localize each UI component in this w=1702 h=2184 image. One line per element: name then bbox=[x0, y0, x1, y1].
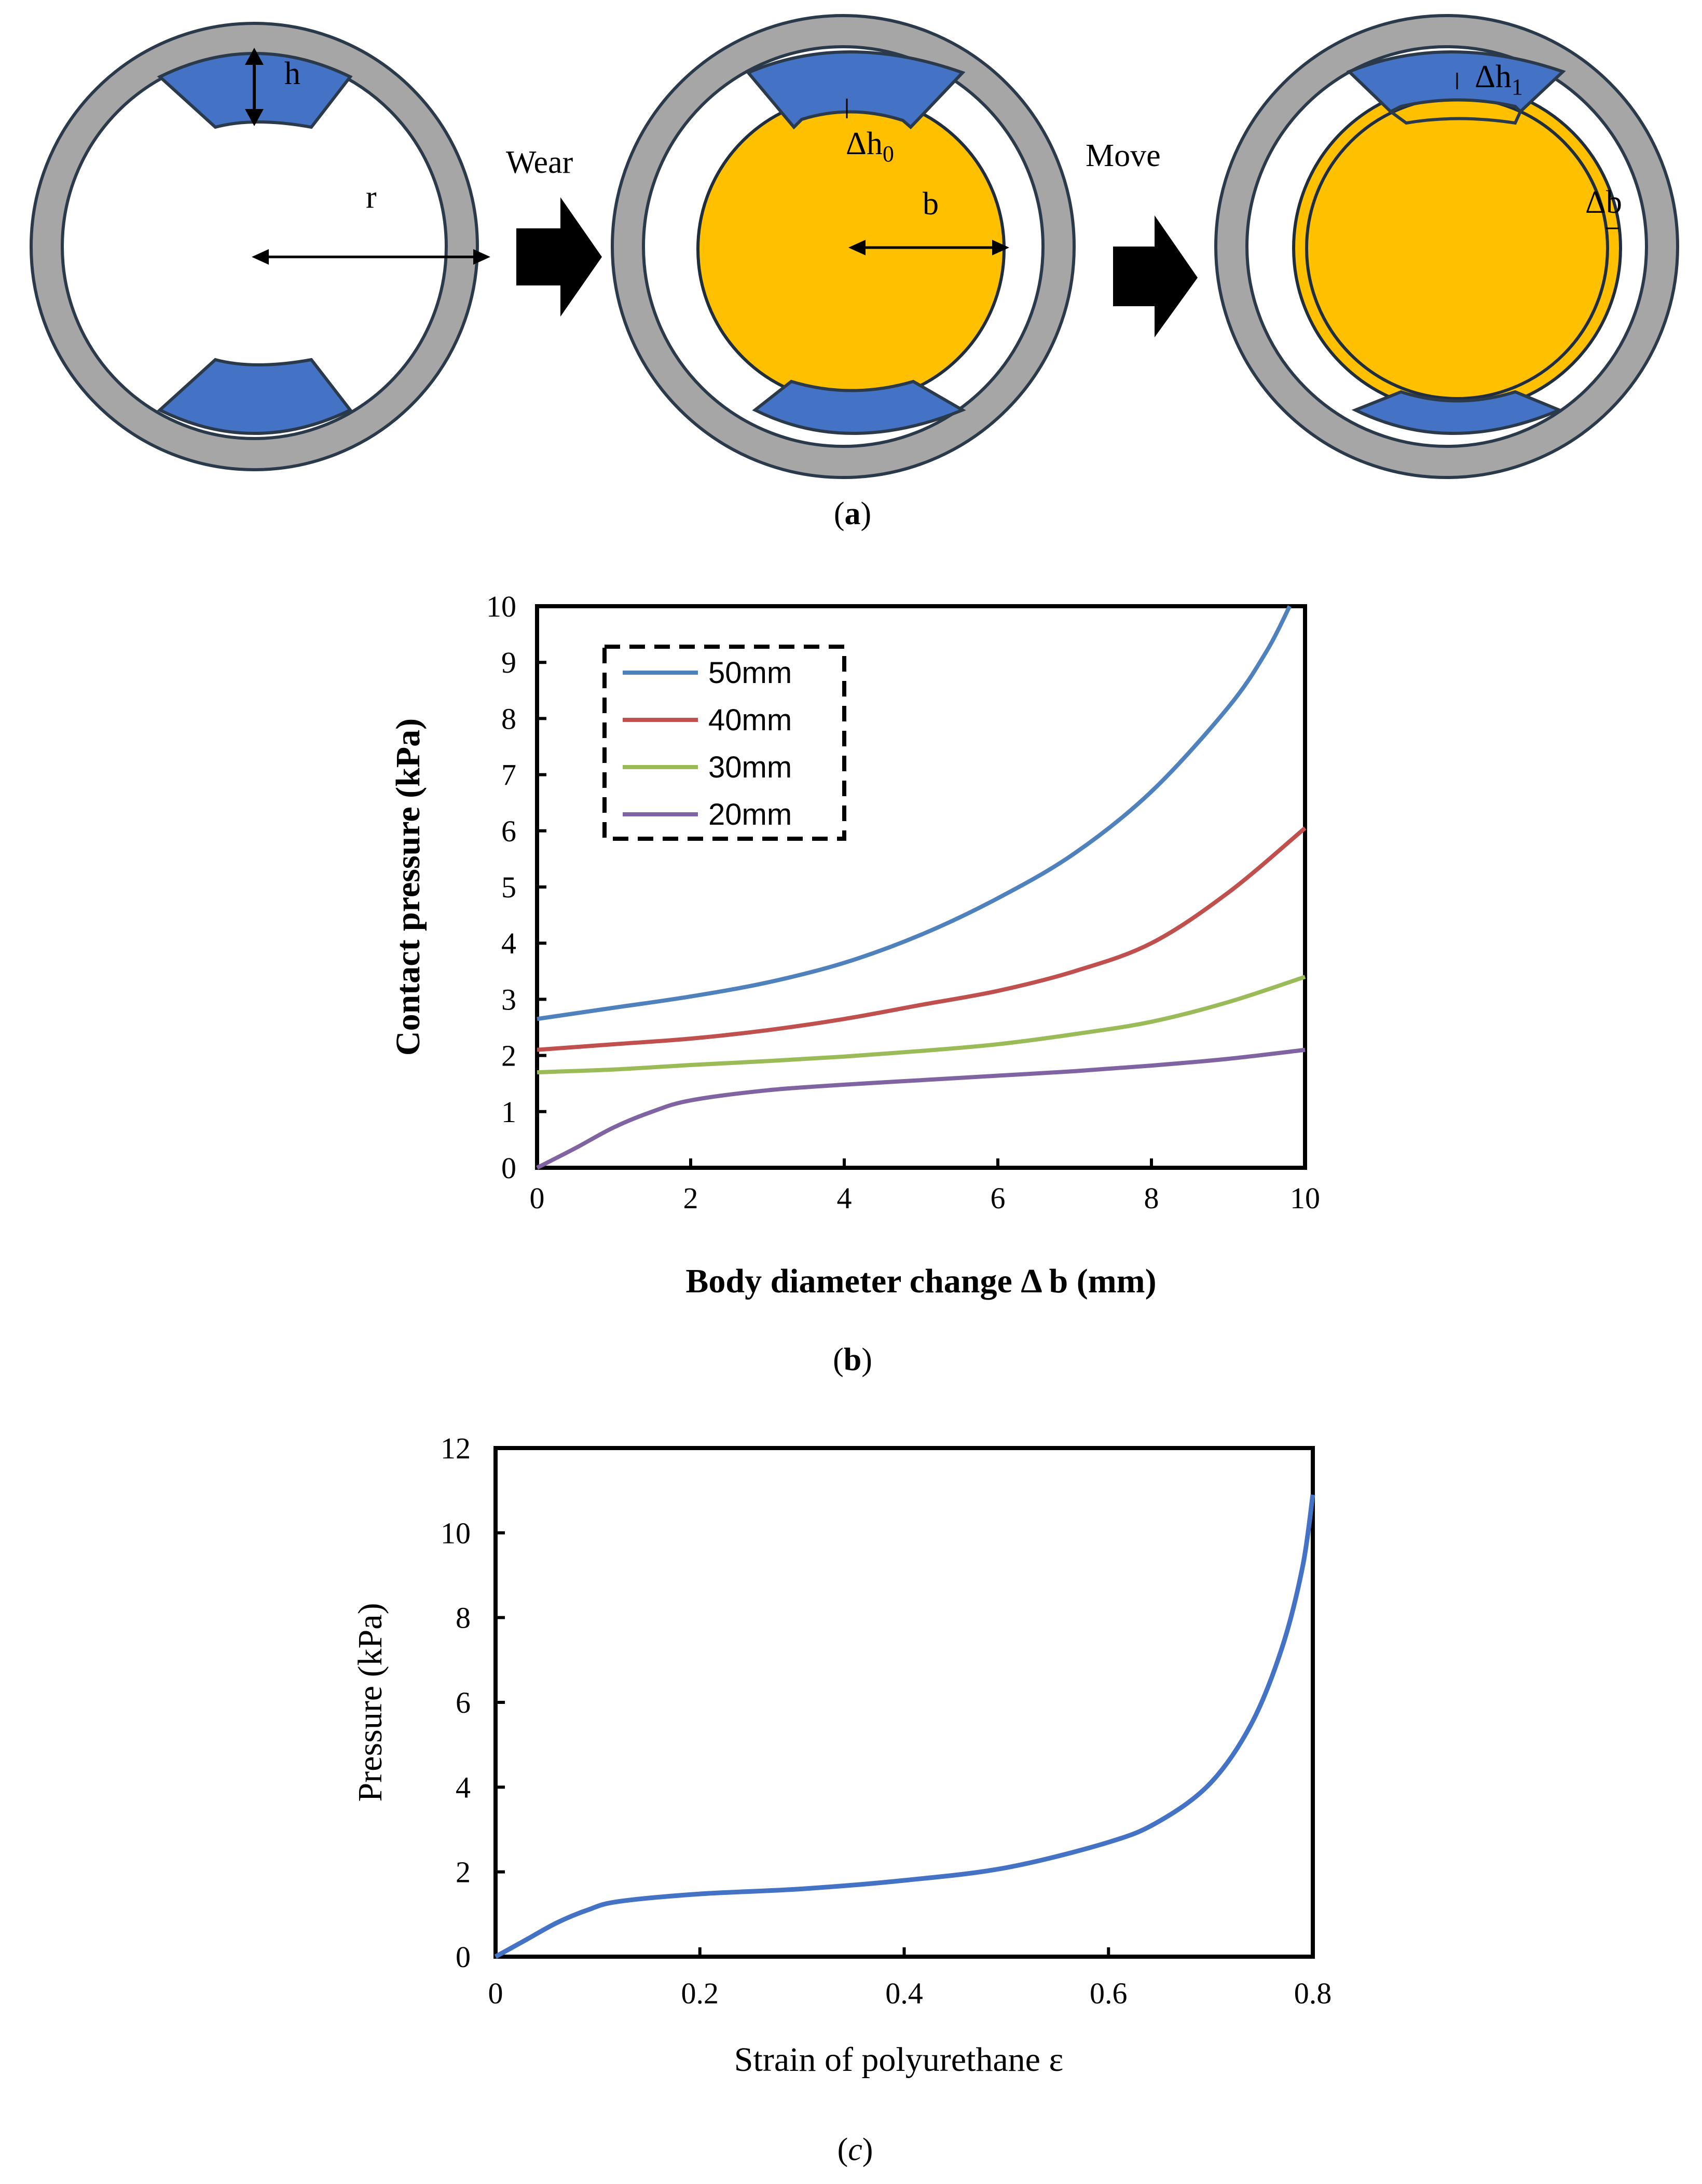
chart-c-ytick-label: 12 bbox=[441, 1431, 471, 1465]
chart-b-series-line-20mm bbox=[536, 1047, 1306, 1170]
r-arrowhead-right bbox=[473, 249, 490, 265]
chart-c-ytick-label: 0 bbox=[456, 1940, 471, 1974]
chart-c-xtick-label: 0.4 bbox=[885, 1976, 923, 2010]
ring-3-top-pad-compressed bbox=[1390, 110, 1522, 125]
chart-b-ylabel: Contact pressure (kPa) bbox=[389, 718, 427, 1056]
b-arrowhead-left bbox=[848, 240, 866, 255]
chart-b-xtick-label: 8 bbox=[1144, 1181, 1159, 1215]
label-r: r bbox=[366, 180, 377, 215]
chart-c-ytick-label: 8 bbox=[456, 1601, 471, 1635]
label-move: Move bbox=[1086, 138, 1161, 173]
chart-c-xtick-label: 0 bbox=[488, 1976, 503, 2010]
panel-c-chart: 0 0.2 0.4 0.6 0.8 0 2 4 6 8 10 12 Strain of polyure… bbox=[351, 1431, 1332, 2167]
caption-b: (b) bbox=[833, 1342, 872, 1377]
chart-b-series bbox=[536, 605, 1307, 1170]
chart-b-xtick-label: 0 bbox=[530, 1181, 545, 1215]
ring-2-worn: Δh0 b bbox=[611, 14, 1076, 479]
chart-b-xtick-label: 4 bbox=[837, 1181, 852, 1215]
move-arrow bbox=[1113, 215, 1198, 337]
label-delta-h1: Δh1 bbox=[1475, 59, 1523, 100]
chart-b-ytick-label: 8 bbox=[501, 702, 516, 735]
chart-b-ytick-label: 2 bbox=[501, 1039, 516, 1073]
chart-c-xtick-label: 0.6 bbox=[1090, 1976, 1128, 2010]
h-arrowhead-bottom bbox=[245, 109, 264, 126]
chart-b-xtick-label: 6 bbox=[991, 1181, 1006, 1215]
chart-b-ytick-label: 3 bbox=[501, 982, 516, 1016]
chart-b-ytick-label: 7 bbox=[501, 758, 516, 792]
chart-c-ylabel: Pressure (kPa) bbox=[351, 1603, 389, 1801]
ring-3-bottom-pad bbox=[1351, 390, 1563, 435]
chart-b-xtick-label: 2 bbox=[683, 1181, 698, 1215]
chart-b-xlabel: Body diameter change Δ b (mm) bbox=[685, 1262, 1156, 1300]
ring-3-top-pad bbox=[1346, 50, 1566, 114]
chart-c-ytick-label: 2 bbox=[456, 1855, 471, 1889]
h-arrowhead-top bbox=[245, 48, 264, 65]
label-h: h bbox=[284, 56, 300, 91]
chart-b-series-line-30mm bbox=[537, 975, 1306, 1075]
chart-c-series bbox=[494, 1494, 1315, 1959]
chart-c-series-line-pressure bbox=[494, 1494, 1315, 1959]
chart-c-xlabel: Strain of polyurethane ε bbox=[734, 2041, 1063, 2079]
label-b: b bbox=[923, 186, 939, 222]
ring-2-bottom-pad bbox=[752, 379, 966, 435]
label-delta-b: Δb bbox=[1585, 185, 1622, 220]
chart-c-xtick-label: 0.8 bbox=[1294, 1976, 1332, 2010]
r-arrowhead-left bbox=[252, 249, 269, 265]
chart-b-ytick-label: 5 bbox=[501, 870, 516, 904]
panel-a-schematic: h r Wear Δh0 b Move bbox=[30, 14, 1679, 531]
ring-3-body-expanded bbox=[1292, 83, 1622, 413]
chart-b-ytick-label: 6 bbox=[501, 814, 516, 848]
legend-label-30mm: 30mm bbox=[708, 750, 792, 784]
chart-c-ytick-label: 4 bbox=[456, 1770, 471, 1804]
chart-c-ytick-label: 10 bbox=[441, 1516, 471, 1550]
caption-c: (c) bbox=[838, 2132, 873, 2167]
wear-arrow bbox=[516, 197, 602, 317]
ring-1-empty: h r bbox=[30, 22, 490, 471]
caption-a: (a) bbox=[834, 496, 871, 531]
chart-b-ytick-label: 4 bbox=[501, 926, 516, 960]
chart-b-ytick-label: 0 bbox=[501, 1151, 516, 1185]
chart-b-series-line-40mm bbox=[537, 826, 1307, 1052]
b-arrowhead-right bbox=[992, 240, 1009, 255]
chart-b-xtick-label: 10 bbox=[1290, 1181, 1320, 1215]
legend-label-50mm: 50mm bbox=[708, 656, 792, 690]
chart-c-ticks: 0 0.2 0.4 0.6 0.8 0 2 4 6 8 10 12 bbox=[441, 1431, 1332, 2010]
label-delta-h0: Δh0 bbox=[846, 126, 894, 167]
chart-b-series-line-50mm bbox=[537, 605, 1292, 1021]
legend-label-20mm: 20mm bbox=[708, 798, 792, 831]
panel-b-chart: 0 2 4 6 8 10 0 1 2 3 4 5 6 7 8 9 10 Body diameter change… bbox=[389, 590, 1320, 1377]
ring-2-top-pad bbox=[746, 50, 966, 130]
ring-3-moved: Δh1 Δb bbox=[1214, 14, 1679, 479]
chart-b-legend: 50mm 40mm 30mm 20mm bbox=[602, 645, 846, 841]
chart-b-ytick-label: 9 bbox=[501, 646, 516, 679]
chart-b-ticks: 0 2 4 6 8 10 0 1 2 3 4 5 6 7 8 9 10 bbox=[486, 590, 1320, 1215]
legend-label-40mm: 40mm bbox=[708, 703, 792, 737]
chart-c-ytick-label: 6 bbox=[456, 1686, 471, 1719]
chart-c-xtick-label: 0.2 bbox=[681, 1976, 719, 2010]
chart-b-ytick-label: 10 bbox=[486, 590, 516, 623]
chart-b-legend-box bbox=[602, 645, 846, 841]
ring-1-bottom-pad bbox=[157, 358, 353, 435]
label-wear: Wear bbox=[506, 145, 573, 180]
chart-b-ytick-label: 1 bbox=[501, 1095, 516, 1129]
